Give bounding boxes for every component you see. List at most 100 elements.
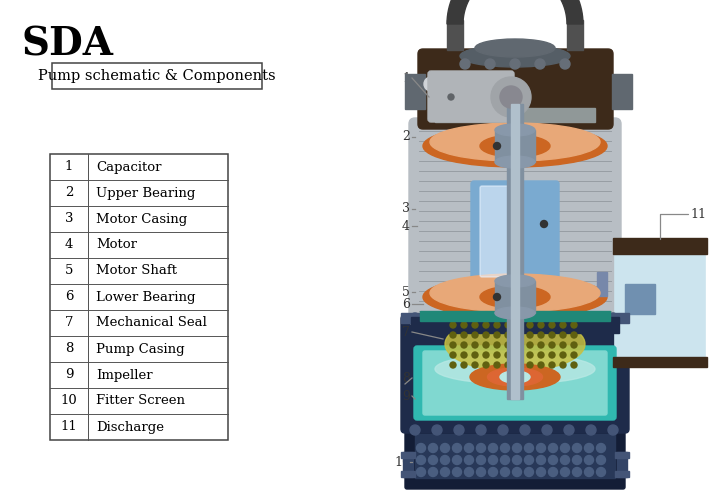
- Circle shape: [564, 425, 574, 435]
- Circle shape: [608, 425, 618, 435]
- FancyBboxPatch shape: [480, 186, 521, 277]
- Circle shape: [516, 352, 522, 358]
- Bar: [567, 20, 583, 50]
- Circle shape: [483, 332, 489, 338]
- Circle shape: [549, 468, 558, 476]
- Circle shape: [494, 362, 500, 368]
- Circle shape: [461, 342, 467, 348]
- Text: Pump schematic & Components: Pump schematic & Components: [38, 69, 276, 83]
- Bar: [447, 20, 463, 50]
- Circle shape: [476, 425, 486, 435]
- Circle shape: [560, 342, 566, 348]
- Circle shape: [428, 468, 438, 476]
- Circle shape: [494, 293, 500, 300]
- Circle shape: [535, 59, 545, 69]
- Circle shape: [494, 342, 500, 348]
- Circle shape: [524, 456, 534, 465]
- Circle shape: [494, 332, 500, 338]
- Circle shape: [465, 456, 473, 465]
- Circle shape: [537, 456, 545, 465]
- Text: Fitter Screen: Fitter Screen: [96, 395, 185, 408]
- Circle shape: [472, 332, 478, 338]
- FancyBboxPatch shape: [414, 346, 616, 420]
- Text: 1: 1: [65, 160, 73, 173]
- FancyBboxPatch shape: [471, 181, 559, 282]
- Circle shape: [516, 362, 522, 368]
- Text: 10: 10: [61, 395, 78, 408]
- FancyBboxPatch shape: [401, 315, 629, 433]
- Ellipse shape: [470, 364, 560, 390]
- Circle shape: [498, 313, 508, 323]
- Bar: [420, 311, 610, 321]
- Circle shape: [476, 456, 486, 465]
- Bar: [613, 238, 707, 254]
- Circle shape: [549, 456, 558, 465]
- Ellipse shape: [423, 125, 607, 167]
- Circle shape: [448, 94, 454, 100]
- Text: 10: 10: [394, 456, 410, 469]
- Circle shape: [500, 444, 510, 453]
- Text: 7: 7: [65, 317, 73, 330]
- Circle shape: [441, 444, 449, 453]
- Circle shape: [483, 362, 489, 368]
- Circle shape: [571, 332, 577, 338]
- Circle shape: [454, 425, 464, 435]
- Bar: [615, 254, 705, 359]
- Circle shape: [491, 77, 531, 117]
- Text: 4: 4: [402, 220, 410, 232]
- Text: 11: 11: [690, 208, 706, 221]
- Circle shape: [560, 352, 566, 358]
- Circle shape: [542, 313, 552, 323]
- Circle shape: [450, 352, 456, 358]
- Bar: [401, 452, 415, 458]
- Circle shape: [494, 352, 500, 358]
- Circle shape: [560, 59, 570, 69]
- Circle shape: [461, 352, 467, 358]
- Circle shape: [520, 313, 530, 323]
- Circle shape: [542, 425, 552, 435]
- Circle shape: [428, 456, 438, 465]
- Circle shape: [597, 444, 605, 453]
- Circle shape: [540, 221, 547, 227]
- Ellipse shape: [423, 276, 607, 318]
- Circle shape: [549, 352, 555, 358]
- Circle shape: [450, 342, 456, 348]
- Circle shape: [560, 362, 566, 368]
- Text: 7: 7: [402, 326, 410, 339]
- Circle shape: [494, 143, 500, 150]
- Circle shape: [571, 352, 577, 358]
- Circle shape: [520, 425, 530, 435]
- Circle shape: [417, 456, 425, 465]
- Circle shape: [441, 468, 449, 476]
- Circle shape: [597, 468, 605, 476]
- Text: Upper Bearing: Upper Bearing: [96, 186, 195, 200]
- Circle shape: [489, 468, 497, 476]
- Circle shape: [573, 468, 582, 476]
- Circle shape: [513, 456, 521, 465]
- Bar: [495, 130, 535, 162]
- Text: Mechanical Seal: Mechanical Seal: [96, 317, 207, 330]
- Circle shape: [510, 59, 520, 69]
- Circle shape: [485, 59, 495, 69]
- Circle shape: [564, 313, 574, 323]
- Circle shape: [450, 362, 456, 368]
- Circle shape: [584, 468, 593, 476]
- Circle shape: [452, 468, 462, 476]
- Circle shape: [538, 322, 544, 328]
- Circle shape: [560, 468, 569, 476]
- Bar: [403, 452, 413, 477]
- Circle shape: [538, 332, 544, 338]
- Bar: [50, 154, 228, 440]
- Text: Motor Casing: Motor Casing: [96, 213, 187, 225]
- Circle shape: [472, 342, 478, 348]
- Circle shape: [549, 362, 555, 368]
- Circle shape: [483, 322, 489, 328]
- Ellipse shape: [500, 371, 530, 383]
- Circle shape: [494, 322, 500, 328]
- Circle shape: [516, 342, 522, 348]
- Ellipse shape: [460, 45, 570, 67]
- Circle shape: [524, 468, 534, 476]
- Circle shape: [538, 352, 544, 358]
- Circle shape: [428, 444, 438, 453]
- Circle shape: [500, 456, 510, 465]
